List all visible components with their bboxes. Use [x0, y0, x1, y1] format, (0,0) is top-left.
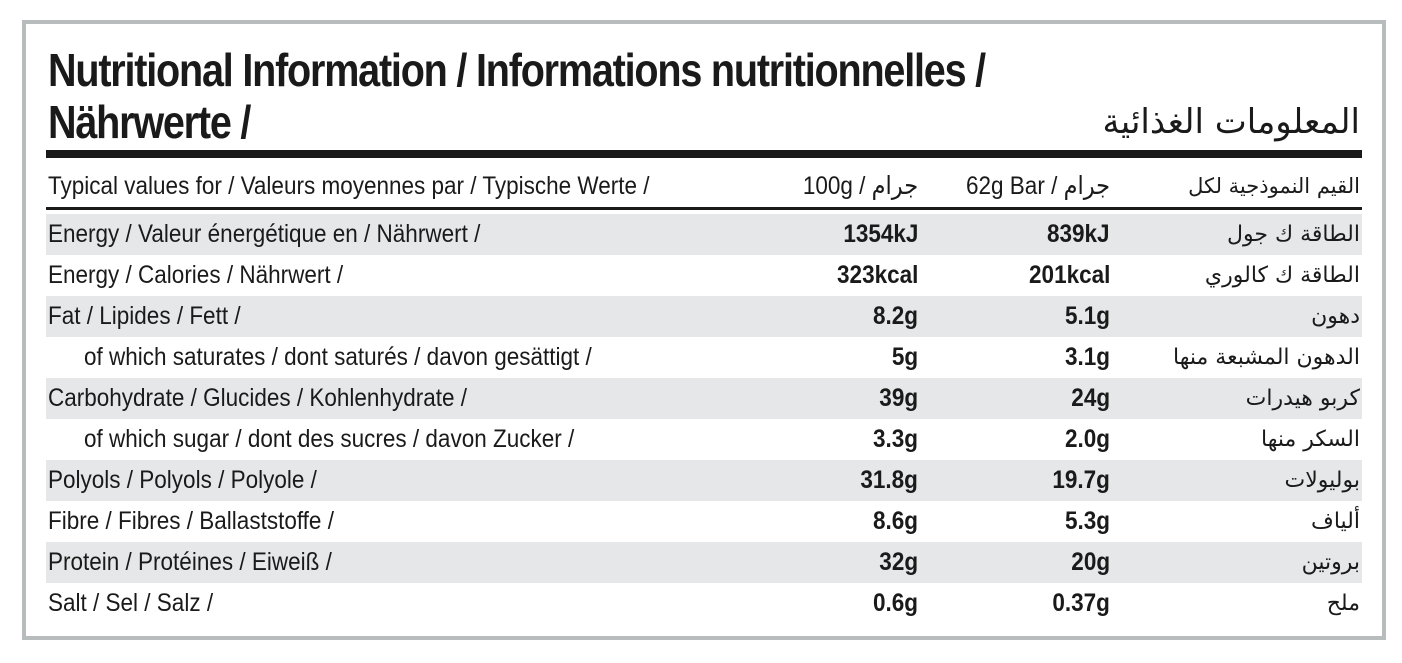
row-arabic: السكر منها — [1261, 427, 1360, 452]
row-per-100g: 323kcal — [836, 261, 918, 289]
table-row: of which saturates / dont saturés / davo… — [46, 337, 1362, 378]
table-row: Energy / Calories / Nährwert / 323kcal 2… — [46, 255, 1362, 296]
row-arabic: بروتين — [1301, 550, 1360, 575]
row-per-100g: 8.2g — [872, 302, 918, 330]
row-label: Energy / Calories / Nährwert / — [48, 261, 344, 289]
header-per-bar: 62g Bar / جرام — [965, 172, 1110, 200]
table-row: Fat / Lipides / Fett / 8.2g 5.1g دهون — [46, 296, 1362, 337]
table-header: Typical values for / Valeurs moyennes pa… — [46, 162, 1362, 210]
row-per-bar: 0.37g — [1052, 589, 1110, 617]
row-label: Energy / Valeur énergétique en / Nährwer… — [48, 220, 481, 248]
row-per-bar: 19.7g — [1052, 466, 1110, 494]
table-row: Protein / Protéines / Eiweiß / 32g 20g ب… — [46, 542, 1362, 583]
row-per-100g: 39g — [879, 384, 918, 412]
row-arabic: ألياف — [1311, 509, 1360, 534]
row-per-100g: 8.6g — [872, 507, 918, 535]
row-label: Fibre / Fibres / Ballaststoffe / — [48, 507, 334, 535]
row-per-bar: 5.3g — [1064, 507, 1110, 535]
table-row: Polyols / Polyols / Polyole / 31.8g 19.7… — [46, 460, 1362, 501]
title-line-1: Nutritional Information / Informations n… — [48, 44, 986, 96]
title-divider — [46, 150, 1362, 158]
row-per-100g: 5g — [891, 343, 918, 371]
row-per-bar: 2.0g — [1064, 425, 1110, 453]
row-arabic: الطاقة ك جول — [1227, 222, 1360, 247]
table-row: of which sugar / dont des sucres / davon… — [46, 419, 1362, 460]
row-arabic: الطاقة ك كالوري — [1204, 263, 1360, 288]
row-per-100g: 1354kJ — [842, 220, 918, 248]
title-line-2: Nährwerte / — [48, 96, 251, 148]
table-row: Salt / Sel / Salz / 0.6g 0.37g ملح — [46, 583, 1362, 624]
row-arabic: دهون — [1311, 304, 1360, 329]
table-row: Energy / Valeur énergétique en / Nährwer… — [46, 214, 1362, 255]
header-per-100g: 100g / جرام — [802, 172, 918, 200]
row-arabic: ملح — [1326, 591, 1360, 616]
row-arabic: الدهون المشبعة منها — [1173, 345, 1360, 370]
title-arabic: المعلومات الغذائية — [1102, 102, 1360, 142]
row-per-100g: 32g — [879, 548, 918, 576]
row-label: of which sugar / dont des sucres / davon… — [84, 425, 575, 453]
nutrition-table-body: Energy / Valeur énergétique en / Nährwer… — [46, 214, 1362, 624]
row-per-bar: 5.1g — [1064, 302, 1110, 330]
row-label: Fat / Lipides / Fett / — [48, 302, 241, 330]
table-row: Fibre / Fibres / Ballaststoffe / 8.6g 5.… — [46, 501, 1362, 542]
row-per-bar: 839kJ — [1047, 220, 1110, 248]
row-label: Polyols / Polyols / Polyole / — [48, 466, 317, 494]
nutrition-panel: Nutritional Information / Informations n… — [22, 20, 1386, 640]
panel-title: Nutritional Information / Informations n… — [48, 44, 994, 148]
row-arabic: كربو هيدرات — [1245, 386, 1360, 411]
row-per-bar: 24g — [1071, 384, 1110, 412]
row-per-bar: 20g — [1071, 548, 1110, 576]
header-label: Typical values for / Valeurs moyennes pa… — [48, 172, 650, 200]
row-arabic: بوليولات — [1284, 468, 1360, 493]
row-per-100g: 31.8g — [860, 466, 918, 494]
row-label: of which saturates / dont saturés / davo… — [84, 343, 592, 371]
row-per-100g: 0.6g — [872, 589, 918, 617]
table-row: Carbohydrate / Glucides / Kohlenhydrate … — [46, 378, 1362, 419]
header-arabic: القيم النموذجية لكل — [1188, 174, 1360, 198]
row-label: Protein / Protéines / Eiweiß / — [48, 548, 332, 576]
row-label: Salt / Sel / Salz / — [48, 589, 214, 617]
row-per-bar: 3.1g — [1064, 343, 1110, 371]
row-per-bar: 201kcal — [1028, 261, 1110, 289]
row-per-100g: 3.3g — [872, 425, 918, 453]
row-label: Carbohydrate / Glucides / Kohlenhydrate … — [48, 384, 467, 412]
